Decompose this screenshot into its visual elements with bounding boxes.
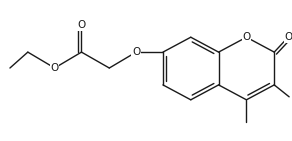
Text: O: O (284, 32, 292, 42)
Text: O: O (132, 47, 140, 57)
Text: O: O (51, 63, 59, 73)
Text: O: O (242, 32, 251, 42)
Text: O: O (77, 20, 86, 30)
